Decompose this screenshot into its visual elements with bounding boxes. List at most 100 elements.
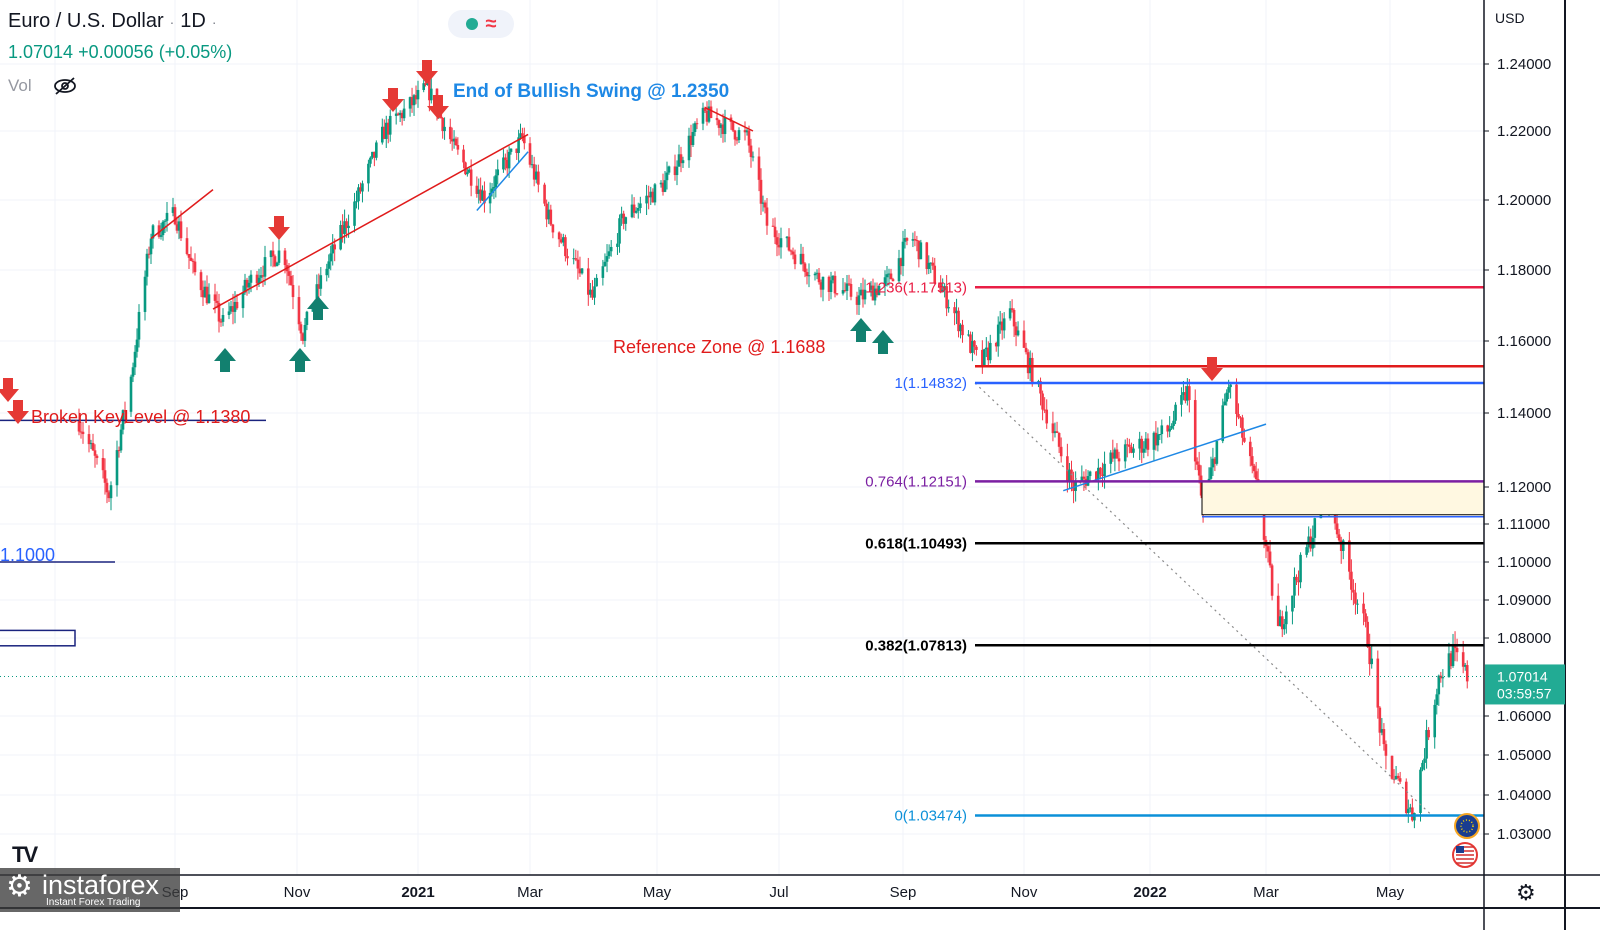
rising-trendline — [212, 133, 529, 310]
candle — [147, 246, 151, 259]
fib-level-label: 0.764(1.12151) — [865, 473, 967, 490]
symbol-title[interactable]: Euro / U.S. Dollar · 1D · — [8, 10, 217, 32]
candle — [1022, 320, 1026, 348]
market-status-pill[interactable]: ≈ — [448, 10, 514, 38]
candle — [927, 255, 931, 275]
candle — [1000, 313, 1004, 340]
candle — [855, 291, 859, 315]
up-arrow-icon — [214, 348, 236, 372]
candle — [721, 113, 725, 143]
price-change: +0.00056 — [78, 42, 154, 62]
candle — [277, 238, 281, 266]
candle — [805, 268, 809, 285]
candle — [496, 159, 500, 185]
candle — [1223, 393, 1227, 406]
candle — [1305, 541, 1308, 558]
tradingview-logo-icon[interactable]: TV — [12, 842, 38, 867]
candle — [959, 323, 962, 339]
candle — [1248, 436, 1252, 467]
candle — [271, 241, 275, 268]
candle — [601, 259, 605, 286]
candle — [815, 269, 819, 280]
candle — [1409, 803, 1412, 813]
candle — [523, 127, 526, 150]
candle — [861, 277, 865, 308]
candle — [450, 127, 454, 151]
price-change-percent: (+0.05%) — [158, 42, 233, 62]
volume-indicator[interactable]: Vol — [8, 76, 78, 96]
symbol-name: Euro / U.S. Dollar — [8, 10, 164, 32]
candle — [1130, 442, 1133, 454]
candle — [317, 273, 321, 301]
candle — [616, 233, 619, 255]
candle — [509, 148, 513, 155]
candle — [331, 234, 335, 266]
candle — [1152, 431, 1156, 461]
candle — [673, 154, 677, 181]
candle — [269, 250, 273, 267]
candle — [663, 171, 667, 193]
down-arrow-icon — [416, 60, 438, 84]
candle — [1337, 528, 1341, 543]
candle — [1435, 688, 1439, 715]
candle — [1250, 447, 1254, 474]
eye-off-icon[interactable] — [52, 76, 78, 96]
candle — [107, 490, 111, 502]
candle — [691, 123, 695, 147]
candle — [394, 105, 398, 125]
candle — [1380, 717, 1384, 736]
candle — [675, 160, 679, 186]
y-tick-label: 1.10000 — [1497, 554, 1551, 571]
candle — [245, 277, 249, 296]
candle — [1117, 451, 1121, 471]
y-tick-label: 1.05000 — [1497, 747, 1551, 764]
y-tick-label: 1.03000 — [1497, 826, 1551, 843]
candle — [1237, 403, 1240, 420]
candle — [95, 454, 99, 465]
candle — [941, 278, 944, 293]
candle — [215, 291, 219, 309]
candle — [747, 125, 751, 153]
candle — [1146, 433, 1150, 457]
candle — [1057, 432, 1061, 453]
candle — [1229, 382, 1232, 399]
fib-level-label: 1.236(1.17513) — [865, 279, 967, 296]
candle — [1209, 456, 1213, 480]
candle — [885, 265, 889, 287]
candle — [149, 233, 153, 264]
candle — [537, 164, 540, 193]
candle — [477, 178, 481, 204]
candle — [1002, 312, 1006, 339]
candle — [1423, 748, 1426, 771]
down-arrow-icon — [1201, 357, 1223, 381]
candle — [1455, 638, 1459, 662]
candle — [939, 275, 942, 294]
candle — [1394, 765, 1398, 780]
x-tick-label: Mar — [517, 884, 543, 901]
candle — [547, 201, 551, 225]
candle — [456, 137, 460, 155]
candle — [551, 223, 555, 239]
interval-label[interactable]: 1D — [180, 10, 206, 32]
candle — [386, 118, 390, 144]
candle — [1184, 385, 1187, 404]
candle — [1437, 674, 1441, 706]
y-tick-label: 1.11000 — [1497, 516, 1550, 533]
candle — [301, 332, 305, 345]
candle — [117, 446, 121, 458]
candle — [367, 159, 370, 192]
candle — [1144, 431, 1148, 453]
candle — [574, 249, 578, 262]
volume-label: Vol — [8, 76, 32, 95]
x-tick-label: May — [1376, 884, 1405, 901]
gear-icon[interactable]: ⚙ — [1516, 880, 1536, 905]
up-arrow-icon — [307, 296, 329, 320]
candle — [133, 345, 137, 376]
x-tick-label: 2021 — [401, 884, 434, 901]
candles — [77, 67, 1469, 829]
candle — [343, 209, 346, 244]
candle — [624, 216, 628, 231]
candle — [869, 281, 873, 297]
candle — [259, 267, 263, 284]
